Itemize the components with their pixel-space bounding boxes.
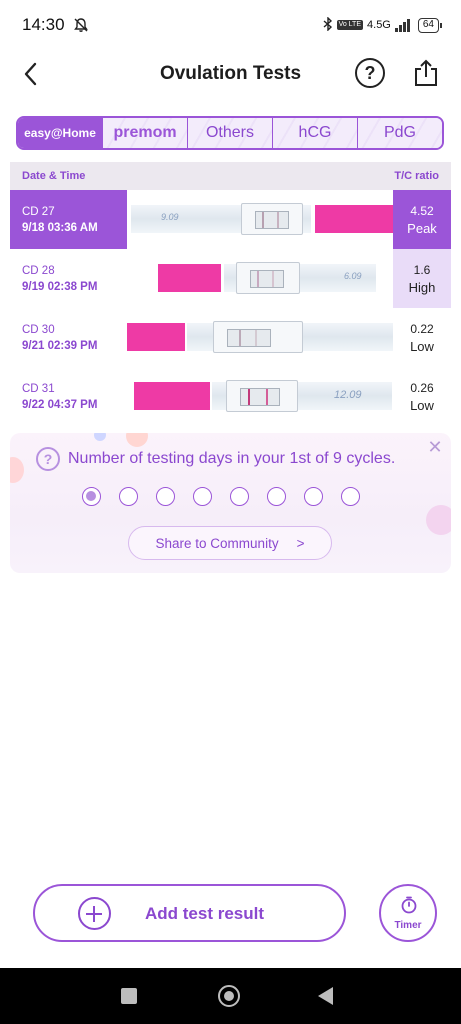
test-results-table: Date & Time T/C ratio CD 27 9/18 03:36 A… xyxy=(10,162,451,426)
tab-pdg[interactable]: PdG xyxy=(357,118,442,148)
home-icon[interactable] xyxy=(218,985,240,1007)
testing-day-dot xyxy=(267,487,286,506)
bluetooth-icon xyxy=(323,15,333,34)
testing-day-dot xyxy=(156,487,175,506)
timer-label: Timer xyxy=(394,920,422,931)
ratio-value: 4.52 xyxy=(410,203,434,218)
recents-icon[interactable] xyxy=(121,988,137,1004)
ratio-value: 0.22 xyxy=(410,321,434,336)
battery-icon: 64 xyxy=(417,17,443,33)
row-datetime: 9/22 04:37 PM xyxy=(22,398,98,411)
row-cycle-day: CD 30 xyxy=(22,323,55,336)
share-to-community-label: Share to Community xyxy=(155,535,279,551)
ratio-value: 0.26 xyxy=(410,380,434,395)
back-arrow-icon[interactable] xyxy=(20,60,42,88)
testing-day-dot xyxy=(304,487,323,506)
tab-easy-at-home[interactable]: easy@Home xyxy=(18,118,102,148)
test-strip-image: 6.09 xyxy=(127,249,393,308)
test-strip-image: 9.09 xyxy=(127,190,393,249)
tab-hcg[interactable]: hCG xyxy=(272,118,357,148)
cycle-info-text: Number of testing days in your 1st of 9 … xyxy=(68,450,396,467)
decor-bubble xyxy=(10,457,24,483)
back-triangle-icon[interactable] xyxy=(318,987,333,1005)
testing-days-dots xyxy=(82,487,360,506)
status-bar: 14:30 Vo LTE 4.5G 64 xyxy=(0,0,461,50)
testing-day-dot xyxy=(341,487,360,506)
ratio-level: High xyxy=(408,279,436,295)
stopwatch-icon xyxy=(400,896,418,914)
table-row[interactable]: CD 28 9/19 02:38 PM 6.09 1.6 High xyxy=(10,249,451,308)
column-tc-ratio: T/C ratio xyxy=(394,170,439,182)
row-datetime: 9/18 03:36 AM xyxy=(22,221,98,234)
row-cycle-day: CD 28 xyxy=(22,264,55,277)
test-strip-image xyxy=(127,308,393,367)
app-header: Ovulation Tests ? xyxy=(0,50,461,98)
share-icon[interactable] xyxy=(412,58,440,88)
row-ratio: 0.26 Low xyxy=(393,367,451,426)
strip-handwritten-note: 12.09 xyxy=(334,389,362,401)
tab-others[interactable]: Others xyxy=(187,118,272,148)
row-date: CD 27 9/18 03:36 AM xyxy=(10,190,127,249)
plus-circle-icon xyxy=(78,897,111,930)
ratio-value: 1.6 xyxy=(413,262,431,277)
cycle-info-line: ? Number of testing days in your 1st of … xyxy=(36,447,395,471)
signal-icon xyxy=(394,18,410,32)
question-icon[interactable]: ? xyxy=(36,447,60,471)
tab-premom[interactable]: premom xyxy=(102,118,187,148)
help-button[interactable]: ? xyxy=(355,58,385,88)
table-row[interactable]: CD 31 9/22 04:37 PM 12.09 0.26 Low xyxy=(10,367,451,426)
row-date: CD 30 9/21 02:39 PM xyxy=(10,308,127,367)
decor-bubble xyxy=(94,433,106,441)
strip-handwritten-note: 6.09 xyxy=(344,271,362,281)
add-test-result-label: Add test result xyxy=(145,904,265,923)
strip-handwritten-note: 9.09 xyxy=(161,212,179,222)
row-datetime: 9/19 02:38 PM xyxy=(22,280,98,293)
decor-bubble xyxy=(426,505,451,535)
row-date: CD 31 9/22 04:37 PM xyxy=(10,367,127,426)
row-ratio: 1.6 High xyxy=(393,249,451,308)
network-type: 4.5G xyxy=(367,19,391,31)
testing-day-dot xyxy=(119,487,138,506)
test-strip-image: 12.09 xyxy=(127,367,393,426)
share-to-community-button[interactable]: Share to Community > xyxy=(128,526,332,560)
ratio-level: Low xyxy=(410,338,434,354)
page-title: Ovulation Tests xyxy=(159,63,302,84)
decor-bubble xyxy=(126,433,148,447)
testing-day-dot xyxy=(193,487,212,506)
volte-badge: Vo LTE xyxy=(336,20,364,30)
table-row[interactable]: CD 30 9/21 02:39 PM 0.22 Low xyxy=(10,308,451,367)
close-icon[interactable]: ✕ xyxy=(427,437,443,457)
table-row[interactable]: CD 27 9/18 03:36 AM 9.09 4.52 Peak xyxy=(10,190,451,249)
chevron-right-icon: > xyxy=(296,535,305,551)
row-datetime: 9/21 02:39 PM xyxy=(22,339,98,352)
add-test-result-button[interactable]: Add test result xyxy=(33,884,346,942)
timer-button[interactable]: Timer xyxy=(379,884,437,942)
status-time: 14:30 xyxy=(22,15,65,34)
row-cycle-day: CD 31 xyxy=(22,382,55,395)
system-nav-bar xyxy=(0,968,461,1024)
column-date-time: Date & Time xyxy=(22,170,86,182)
testing-day-dot xyxy=(82,487,101,506)
brand-tabs: easy@Home premom Others hCG PdG xyxy=(16,116,444,150)
bell-muted-icon xyxy=(73,17,89,33)
row-cycle-day: CD 27 xyxy=(22,205,55,218)
cycle-info-card: ✕ ? Number of testing days in your 1st o… xyxy=(10,433,451,573)
testing-day-dot xyxy=(230,487,249,506)
ratio-level: Low xyxy=(410,397,434,413)
row-ratio: 0.22 Low xyxy=(393,308,451,367)
status-icons: Vo LTE 4.5G 64 xyxy=(323,15,443,34)
ratio-level: Peak xyxy=(407,220,437,236)
table-header: Date & Time T/C ratio xyxy=(10,162,451,190)
row-ratio: 4.52 Peak xyxy=(393,190,451,249)
row-date: CD 28 9/19 02:38 PM xyxy=(10,249,127,308)
